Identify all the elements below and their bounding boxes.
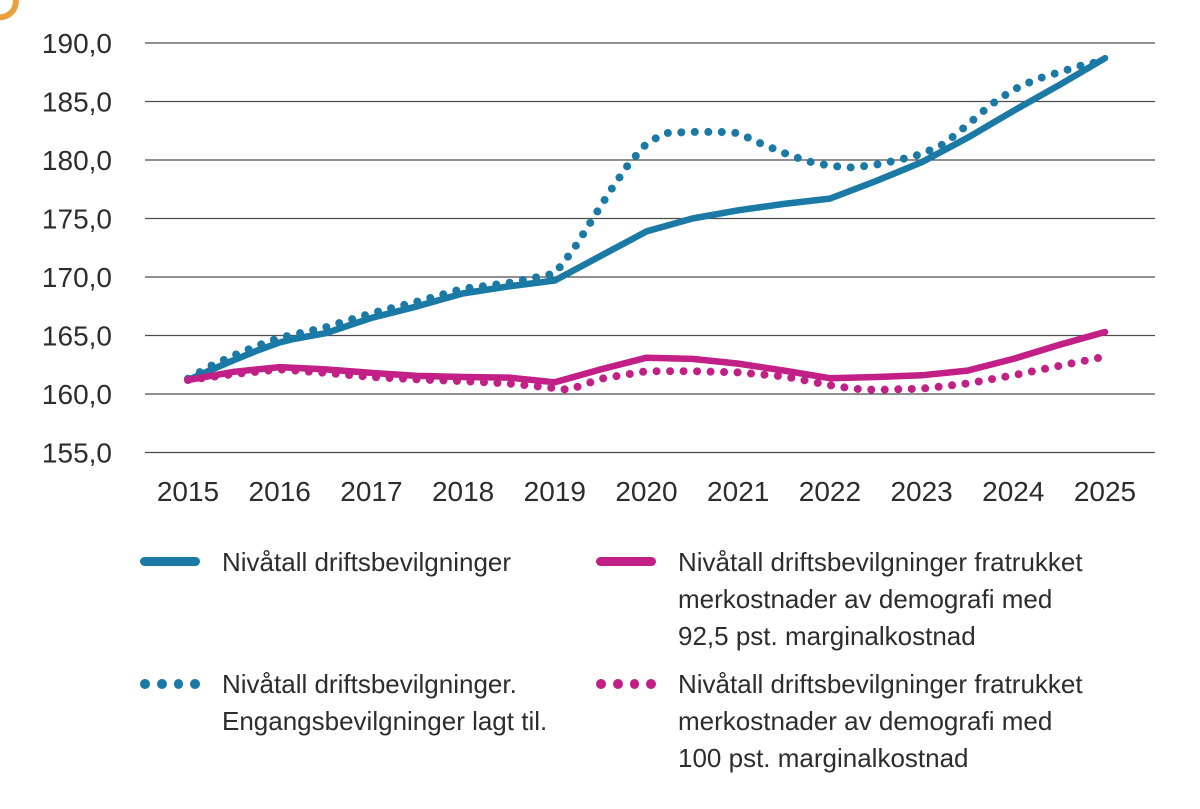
legend-item-fratrukket-100: Nivåtall driftsbevilgninger fratrukket m… [596, 666, 1083, 777]
x-tick-label: 2023 [890, 476, 952, 507]
y-tick-label: 170,0 [42, 262, 112, 293]
series-line-driftsbevilgninger-engangs [184, 56, 1109, 383]
legend-swatch-dot [173, 679, 184, 689]
x-tick-label: 2024 [982, 476, 1044, 507]
legend-swatch-dotted-blue-line [140, 679, 200, 689]
legend-swatch-dot [629, 679, 640, 689]
chart-area: 190,0 185,0 180,0 175,0 170,0 165,0 160,0 155,0… [42, 28, 1155, 507]
y-tick-label: 165,0 [42, 321, 112, 352]
line-chart: 190,0 185,0 180,0 175,0 170,0 165,0 160,0 155,0… [42, 28, 1155, 507]
legend-item-driftsbevilgninger: Nivåtall driftsbevilgninger [140, 544, 511, 581]
x-tick-label: 2019 [524, 476, 586, 507]
x-tick-label: 2018 [432, 476, 494, 507]
x-tick-label: 2021 [707, 476, 769, 507]
y-tick-label: 180,0 [42, 145, 112, 176]
series-line-fratrukket-100 [184, 352, 1109, 394]
y-tick-label: 160,0 [42, 379, 112, 410]
legend-label-driftsbevilgninger-engangs: Nivåtall driftsbevilgninger. Engangsbevi… [222, 669, 548, 736]
y-tick-label: 190,0 [42, 28, 112, 59]
x-tick-label: 2017 [340, 476, 402, 507]
legend-swatch-dot [612, 679, 623, 689]
y-tick-label: 185,0 [42, 87, 112, 118]
legend-item-driftsbevilgninger-engangs: Nivåtall driftsbevilgninger. Engangsbevi… [140, 666, 547, 740]
series-line-fratrukket-92-5 [184, 328, 1109, 386]
legend-swatch-dot [140, 679, 150, 689]
legend-label-driftsbevilgninger: Nivåtall driftsbevilgninger [222, 547, 512, 577]
series-line-driftsbevilgninger [184, 54, 1109, 384]
legend-item-fratrukket-92-5: Nivåtall driftsbevilgninger fratrukket m… [596, 544, 1083, 655]
x-tick-label: 2016 [249, 476, 311, 507]
x-tick-label: 2020 [615, 476, 677, 507]
legend-swatch-dot [646, 679, 656, 689]
corner-arc-path [0, 0, 19, 21]
corner-decoration-arc [0, 0, 19, 21]
legend-swatch-solid-magenta-line [596, 557, 656, 566]
y-tick-label: 155,0 [42, 438, 112, 469]
legend-label-fratrukket-100: Nivåtall driftsbevilgninger fratrukket m… [678, 669, 1083, 773]
legend-swatch-dot [596, 679, 606, 689]
legend-swatch-dot [190, 679, 200, 689]
x-tick-label: 2022 [799, 476, 861, 507]
x-tick-label: 2015 [157, 476, 219, 507]
legend-swatch-dot [156, 679, 167, 689]
legend-swatch-dotted-magenta-line [596, 679, 656, 689]
x-tick-label: 2025 [1074, 476, 1136, 507]
legend-swatch-solid-blue-line [140, 557, 200, 566]
chart-legend: Nivåtall driftsbevilgninger Nivåtall dri… [0, 0, 1200, 773]
legend-label-fratrukket-92-5: Nivåtall driftsbevilgninger fratrukket m… [678, 547, 1083, 651]
y-tick-label: 175,0 [42, 204, 112, 235]
